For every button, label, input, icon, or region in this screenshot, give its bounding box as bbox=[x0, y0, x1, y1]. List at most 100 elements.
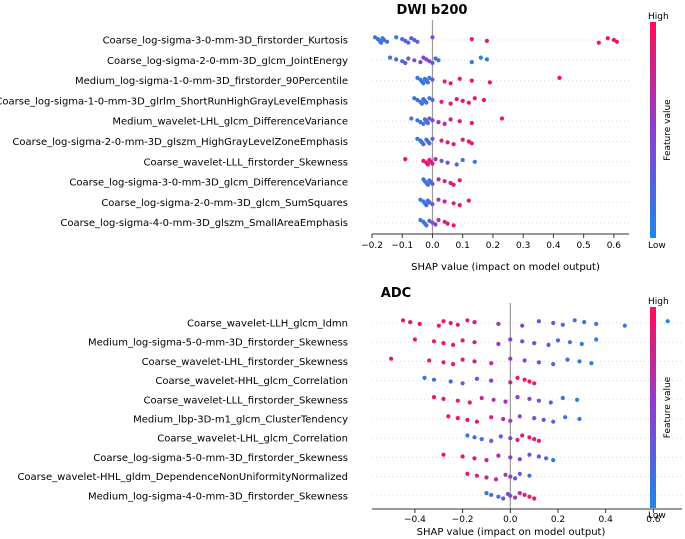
dwi-shap-point bbox=[469, 37, 474, 42]
adc-feature-label: Medium_log-sigma-4-0-mm-3D_firstorder_Sk… bbox=[88, 491, 348, 502]
dwi-feature-label: Coarse_log-sigma-1-0-mm-3D_glrlm_ShortRu… bbox=[0, 96, 348, 107]
dwi-x-tick-label: 0.1 bbox=[456, 241, 470, 251]
dwi-shap-point bbox=[466, 100, 471, 105]
adc-shap-point bbox=[508, 418, 513, 423]
adc-x-tick-label: 0.6 bbox=[646, 515, 661, 525]
dwi-feature-label: Coarse_log-sigma-2-0-mm-3D_glcm_JointEne… bbox=[107, 56, 348, 67]
adc-shap-point bbox=[389, 356, 394, 361]
adc-shap-point bbox=[417, 321, 422, 326]
adc-x-tick-label: 0.0 bbox=[503, 515, 518, 525]
dwi-x-tick-label: 0.4 bbox=[546, 241, 561, 251]
dwi-shap-point bbox=[439, 138, 444, 143]
adc-shap-point bbox=[522, 492, 527, 497]
dwi-shap-point bbox=[403, 60, 408, 66]
dwi-shap-point bbox=[454, 97, 459, 102]
adc-shap-point bbox=[548, 400, 553, 405]
dwi-shap-point bbox=[430, 97, 435, 103]
adc-shap-point bbox=[501, 416, 506, 422]
adc-shap-point bbox=[594, 337, 599, 342]
dwi-shap-point bbox=[412, 96, 417, 101]
dwi-shap-point bbox=[454, 162, 459, 167]
adc-shap-point bbox=[515, 395, 520, 400]
dwi-shap-point bbox=[487, 80, 492, 85]
dwi-shap-point bbox=[385, 39, 390, 44]
adc-shap-point bbox=[489, 492, 494, 497]
dwi-shap-point bbox=[436, 217, 441, 223]
adc-shap-point bbox=[460, 381, 465, 386]
dwi-feature-label: Coarse_wavelet-LLL_firstorder_Skewness bbox=[144, 157, 348, 168]
dwi-shap-point bbox=[469, 60, 474, 65]
adc-shap-point bbox=[508, 356, 513, 361]
dwi-x-tick-label: 0.3 bbox=[516, 241, 530, 251]
dwi-feature-label: Coarse_log-sigma-2-0-mm-3D_glszm_HighGra… bbox=[12, 137, 348, 148]
dwi-shap-point bbox=[457, 76, 462, 81]
dwi-shap-point bbox=[400, 59, 405, 64]
adc-shap-point bbox=[496, 341, 501, 347]
dwi-shap-point bbox=[427, 75, 432, 80]
dwi-shap-point bbox=[406, 56, 411, 61]
dwi-shap-point bbox=[469, 120, 474, 126]
dwi-x-tick-label: −0.1 bbox=[391, 241, 413, 251]
adc-colorbar-title: Feature value bbox=[663, 376, 673, 438]
dwi-shap-point bbox=[472, 159, 477, 164]
adc-feature-label: Coarse_wavelet-LLL_firstorder_Skewness bbox=[144, 395, 348, 406]
dwi-shap-point bbox=[451, 182, 456, 187]
adc-shap-point bbox=[522, 377, 527, 382]
dwi-shap-point bbox=[466, 198, 471, 203]
adc-shap-point bbox=[484, 491, 489, 496]
dwi-feature-label: Medium_log-sigma-1-0-mm-3D_firstorder_90… bbox=[75, 76, 348, 87]
adc-shap-point bbox=[517, 491, 522, 496]
adc-shap-point bbox=[513, 495, 518, 500]
adc-shap-point bbox=[503, 399, 508, 404]
adc-x-tick-label: 0.2 bbox=[551, 515, 565, 525]
adc-shap-point bbox=[455, 322, 460, 327]
adc-shap-point bbox=[460, 454, 465, 459]
dwi-shap-point bbox=[424, 100, 429, 105]
dwi-shap-point bbox=[415, 39, 420, 44]
adc-shap-point bbox=[474, 473, 479, 478]
dwi-shap-point bbox=[439, 99, 444, 104]
adc-shap-point bbox=[515, 437, 520, 443]
adc-shap-point bbox=[472, 340, 477, 345]
adc-shap-point bbox=[551, 362, 556, 367]
adc-shap-point bbox=[565, 357, 570, 362]
adc-shap-point bbox=[527, 452, 532, 457]
dwi-shap-point bbox=[457, 119, 462, 124]
adc-shap-point bbox=[527, 379, 532, 384]
dwi-shap-point bbox=[451, 142, 456, 147]
adc-shap-point bbox=[441, 396, 446, 401]
adc-shap-point bbox=[536, 454, 542, 459]
adc-shap-point bbox=[465, 318, 470, 323]
adc-shap-point bbox=[508, 380, 513, 385]
adc-shap-point bbox=[472, 435, 477, 440]
adc-shap-point bbox=[422, 375, 427, 380]
dwi-shap-point bbox=[433, 222, 438, 227]
dwi-shap-point bbox=[484, 57, 489, 62]
adc-feature-label: Coarse_wavelet-HHL_gldm_DependenceNonUni… bbox=[17, 472, 348, 483]
dwi-shap-point bbox=[430, 161, 435, 166]
adc-shap-point bbox=[527, 435, 532, 440]
dwi-shap-point bbox=[430, 118, 435, 123]
dwi-colorbar-high-label: High bbox=[648, 12, 669, 22]
adc-feature-label: Coarse_wavelet-HHL_glcm_Correlation bbox=[155, 376, 348, 387]
adc-shap-point bbox=[484, 475, 489, 480]
dwi-shap-point bbox=[430, 136, 435, 141]
adc-shap-point bbox=[465, 417, 470, 422]
adc-shap-point bbox=[567, 340, 573, 345]
dwi-shap-point bbox=[460, 98, 465, 103]
adc-shap-point bbox=[536, 360, 542, 365]
dwi-feature-label: Medium_wavelet-LHL_glcm_DifferenceVarian… bbox=[112, 117, 348, 128]
adc-shap-point bbox=[560, 395, 565, 401]
adc-x-tick-label: 0.4 bbox=[599, 515, 614, 525]
adc-shap-point bbox=[503, 472, 508, 477]
dwi-x-tick-label: −0.2 bbox=[361, 241, 383, 251]
adc-shap-point bbox=[441, 360, 446, 365]
adc-shap-point bbox=[508, 455, 513, 460]
dwi-shap-point bbox=[596, 40, 601, 45]
dwi-shap-point bbox=[421, 121, 426, 126]
dwi-shap-point bbox=[425, 162, 430, 167]
dwi-shap-point bbox=[430, 77, 435, 82]
adc-x-axis-label: SHAP value (impact on model output) bbox=[417, 527, 606, 538]
adc-shap-point bbox=[520, 339, 525, 344]
